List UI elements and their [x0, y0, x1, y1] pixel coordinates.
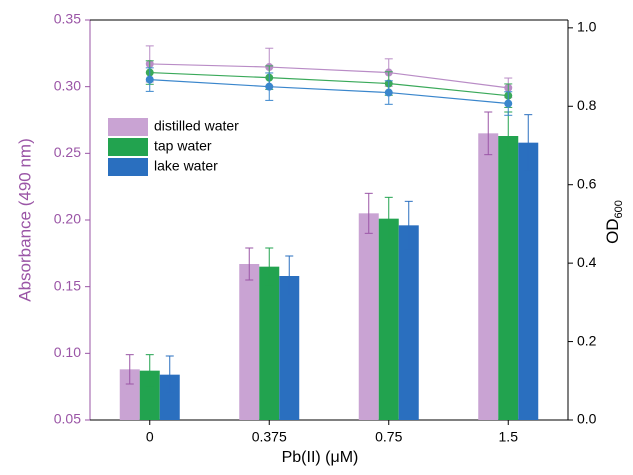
y2-tick-label: 0.0 — [577, 411, 597, 427]
y2-label-main: OD — [603, 218, 622, 244]
marker — [265, 82, 274, 91]
legend-label: distilled water — [154, 118, 239, 134]
bar — [139, 370, 160, 420]
x-tick-label: 0.375 — [252, 429, 287, 445]
y-tick-label: 0.35 — [54, 11, 81, 27]
line — [149, 79, 509, 105]
legend-label: lake water — [154, 158, 218, 174]
bar — [478, 133, 499, 421]
line — [149, 63, 509, 89]
y-tick-label: 0.05 — [54, 411, 81, 427]
y-axis-label: Absorbance (490 nm) — [15, 138, 34, 301]
line — [149, 71, 509, 97]
legend-swatch — [108, 138, 148, 156]
x-tick-label: 0 — [146, 429, 154, 445]
y2-label-sub: 600 — [613, 200, 625, 218]
bar — [119, 369, 140, 420]
y-tick-label: 0.20 — [54, 211, 81, 227]
bar — [398, 225, 419, 420]
x-tick-label: 1.5 — [499, 429, 519, 445]
y-tick-label: 0.30 — [54, 77, 81, 93]
bar — [159, 374, 180, 420]
y2-tick-label: 0.4 — [577, 254, 597, 270]
y-tick-label: 0.25 — [54, 144, 81, 160]
bar — [239, 264, 260, 420]
y2-axis-label: OD600 — [603, 200, 624, 244]
bar — [378, 218, 399, 420]
legend-swatch — [108, 158, 148, 176]
marker — [504, 99, 513, 108]
y-tick-label: 0.15 — [54, 277, 81, 293]
marker — [384, 88, 393, 97]
x-axis-label: Pb(II) (μM) — [282, 449, 359, 466]
y2-tick-label: 1.0 — [577, 19, 597, 35]
bar — [498, 136, 519, 420]
bar — [518, 142, 539, 420]
legend-label: tap water — [154, 138, 212, 154]
legend-swatch — [108, 118, 148, 136]
y2-tick-label: 0.2 — [577, 332, 597, 348]
y2-tick-label: 0.6 — [577, 175, 597, 191]
bar — [279, 276, 300, 420]
bar — [358, 213, 379, 420]
y-tick-label: 0.10 — [54, 344, 81, 360]
bar — [259, 266, 280, 420]
y2-tick-label: 0.8 — [577, 97, 597, 113]
marker — [145, 75, 154, 84]
x-tick-label: 0.75 — [375, 429, 402, 445]
